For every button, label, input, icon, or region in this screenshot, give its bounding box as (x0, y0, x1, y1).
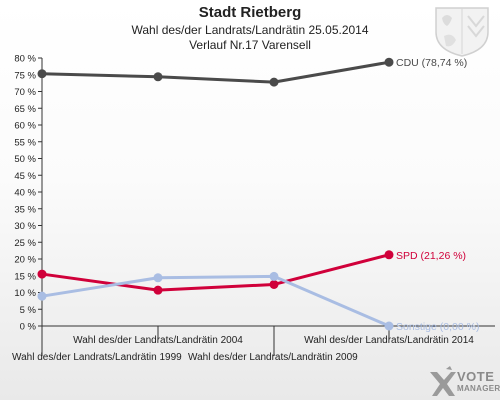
y-tick-label: 30 % (14, 221, 36, 232)
data-point-sonstige (269, 271, 279, 281)
data-point-sonstige (153, 273, 163, 283)
series-line-cdu (41, 60, 390, 84)
coat-of-arms-icon (435, 7, 489, 57)
y-tick-label: 45 % (14, 171, 36, 182)
x-tick-label: Wahl des/der Landrats/Landrätin 2009 (188, 352, 358, 363)
y-tick-label: 25 % (14, 238, 36, 249)
series-end-label-cdu: CDU (78,74 %) (396, 57, 467, 69)
logo-text-manager: MANAGER (457, 384, 500, 393)
data-point-spd (153, 285, 163, 295)
y-tick-label: 65 % (14, 104, 36, 115)
logo-text-vote: VOTE (457, 369, 495, 384)
series-line-sonstige (41, 274, 390, 328)
x-tick-label: Wahl des/der Landrats/Landrätin 1999 (12, 352, 182, 363)
y-tick-label: 10 % (14, 288, 36, 299)
series-end-label-spd: SPD (21,26 %) (396, 250, 466, 262)
series-line-spd (41, 253, 390, 292)
chart-subtitle-election: Wahl des/der Landrats/Landrätin 25.05.20… (131, 23, 369, 37)
x-tick-label: Wahl des/der Landrats/Landrätin 2014 (304, 335, 474, 346)
y-tick-label: 50 % (14, 154, 36, 165)
chart-subtitle-district: Verlauf Nr.17 Varensell (189, 38, 311, 52)
y-tick-label: 70 % (14, 87, 36, 98)
series-end-label-sonstige: Sonstige (0,00 %) (396, 321, 479, 333)
vote-manager-logo-icon (430, 366, 456, 396)
data-point-cdu (269, 77, 279, 87)
y-tick-label: 5 % (20, 305, 37, 316)
y-tick-label: 35 % (14, 204, 36, 215)
y-tick-label: 75 % (14, 70, 36, 81)
data-point-spd (269, 279, 279, 289)
y-tick-label: 55 % (14, 137, 36, 148)
data-point-sonstige (384, 321, 394, 331)
data-point-cdu (153, 72, 163, 82)
y-tick-label: 60 % (14, 121, 36, 132)
y-tick-label: 15 % (14, 271, 36, 282)
x-tick-label: Wahl des/der Landrats/Landrätin 2004 (73, 335, 243, 346)
data-point-cdu (384, 57, 394, 67)
y-tick-label: 80 % (14, 54, 36, 65)
y-tick-label: 20 % (14, 255, 36, 266)
data-point-spd (384, 250, 394, 260)
data-point-sonstige (37, 291, 47, 301)
y-tick-label: 40 % (14, 188, 36, 199)
chart-title: Stadt Rietberg (198, 4, 302, 21)
y-tick-label: 0 % (20, 322, 37, 333)
data-point-spd (37, 269, 47, 279)
data-point-cdu (37, 69, 47, 79)
